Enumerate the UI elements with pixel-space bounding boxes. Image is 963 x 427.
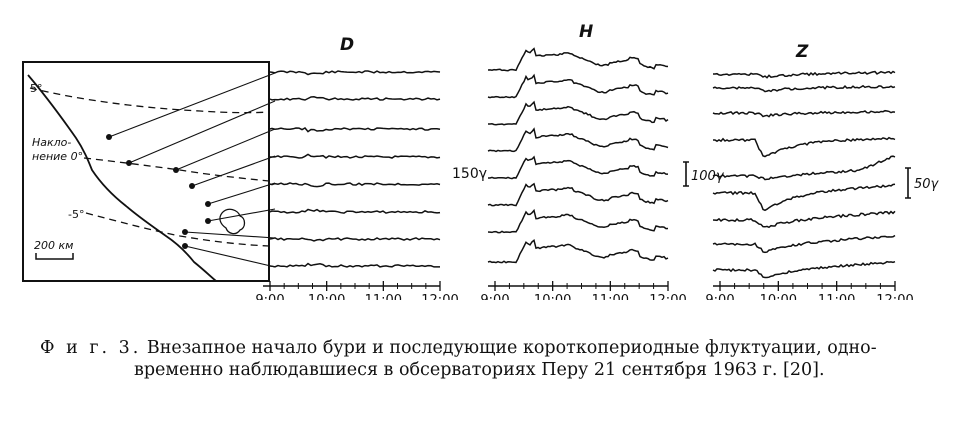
- station-leader: [128, 100, 276, 164]
- h-trace: [487, 182, 669, 207]
- time-tick-label: 11:00: [592, 293, 629, 300]
- z-trace: [712, 210, 896, 229]
- time-tick-label: 10:00: [308, 293, 345, 300]
- h-trace: [488, 100, 669, 126]
- map-frame: [22, 61, 270, 282]
- h-trace: [487, 208, 669, 234]
- station-leader: [191, 155, 276, 187]
- time-tick-label: 12:00: [649, 293, 686, 300]
- scale-100-bar: [683, 161, 689, 187]
- panel-d-title: D: [340, 35, 354, 55]
- isocline-5-south: [85, 212, 270, 247]
- figure-caption: Ф и г. 3. Внезапное начало бури и послед…: [40, 337, 940, 381]
- time-tick-label: 12:00: [421, 293, 458, 300]
- map-label-dip-1: Накло-: [32, 136, 71, 149]
- d-trace: [269, 182, 441, 188]
- h-trace: [487, 238, 669, 264]
- z-trace: [712, 260, 896, 279]
- d-trace: [269, 237, 441, 242]
- station-leader: [207, 182, 276, 205]
- time-tick-label: 11:00: [365, 293, 402, 300]
- scale-50-bar: [905, 167, 911, 199]
- station-leader: [207, 208, 276, 222]
- z-trace: [713, 70, 896, 79]
- lake-titicaca: [219, 208, 246, 235]
- time-tick-label: 9:00: [705, 293, 734, 300]
- time-axes: 9:00 10:00 11:00 12:00 9:00 10:00 11:00 12:00 9:…: [255, 281, 914, 300]
- figure-storm-magnetograms: 5° Накло- нение 0° -5° 200 км D H Z 150γ…: [22, 22, 940, 300]
- caption-line2: временно наблюдавшиеся в обсерваториях П…: [134, 360, 825, 380]
- panel-z-traces: [712, 70, 896, 279]
- station-leader: [184, 245, 276, 268]
- scale-100-label: 100γ: [691, 169, 725, 184]
- h-trace: [487, 73, 669, 99]
- h-trace: [488, 155, 668, 180]
- station-connectors: [106, 72, 276, 268]
- z-trace: [712, 234, 896, 254]
- caption-line1: Внезапное начало бури и последующие коро…: [141, 338, 877, 358]
- time-tick-label: 12:00: [876, 293, 913, 300]
- d-trace: [269, 70, 441, 76]
- h-trace: [487, 47, 669, 72]
- d-trace: [270, 153, 441, 159]
- z-trace: [713, 136, 896, 158]
- map-scale-label: 200 км: [34, 239, 73, 252]
- panel-z-title: Z: [795, 42, 809, 62]
- scale-150-label: 150γ: [452, 166, 487, 182]
- panel-d-traces: [269, 70, 441, 268]
- time-tick-label: 9:00: [255, 293, 284, 300]
- scale-50-label: 50γ: [914, 177, 940, 192]
- time-tick-label: 10:00: [534, 293, 571, 300]
- time-tick-label: 10:00: [760, 293, 797, 300]
- coastline: [27, 74, 217, 282]
- caption-prefix: Ф и г. 3.: [40, 338, 142, 358]
- d-trace: [269, 96, 441, 101]
- station-leader: [108, 72, 276, 138]
- z-trace: [712, 84, 896, 93]
- map-label-dip-2: нение 0°: [32, 150, 83, 163]
- z-trace: [712, 155, 896, 181]
- time-tick-label: 9:00: [480, 293, 509, 300]
- d-trace: [269, 127, 441, 133]
- isocline-5-north: [29, 87, 270, 114]
- z-trace: [712, 109, 896, 118]
- time-tick-label: 11:00: [818, 293, 855, 300]
- h-trace: [487, 127, 669, 153]
- map-label-lat-5: 5°: [30, 82, 43, 95]
- d-trace: [269, 208, 441, 214]
- isocline-0: [83, 157, 270, 182]
- station-leader: [184, 231, 276, 239]
- z-trace: [712, 183, 896, 212]
- panel-h-title: H: [579, 22, 593, 42]
- map-scale-bar: [35, 253, 74, 260]
- map-label-lat-minus5: -5°: [68, 208, 84, 221]
- d-trace: [269, 262, 440, 268]
- station-leader: [175, 128, 276, 171]
- panel-h-traces: [487, 47, 669, 264]
